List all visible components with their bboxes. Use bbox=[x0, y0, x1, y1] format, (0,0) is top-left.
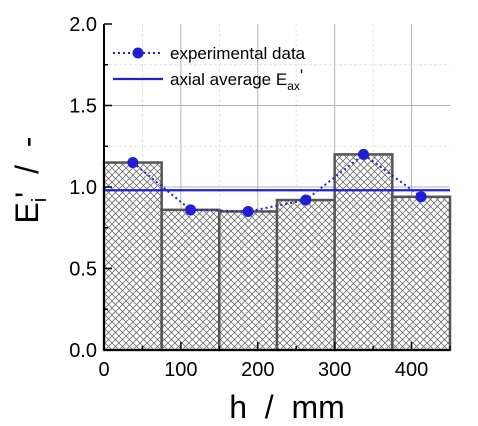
y-axis-title: Ei' / - bbox=[9, 110, 51, 268]
data-point-0 bbox=[127, 157, 139, 169]
x-tick-label: 100 bbox=[164, 359, 197, 381]
experimental-data-line bbox=[132, 153, 422, 213]
y-tick-label: 2.0 bbox=[69, 14, 97, 36]
legend: experimental data axial average Eax' bbox=[113, 44, 306, 93]
legend-average-label: axial average Eax' bbox=[170, 66, 303, 93]
y-tick-label: 0.5 bbox=[69, 259, 97, 281]
x-tick-label: 0 bbox=[98, 359, 109, 381]
data-point-1 bbox=[185, 204, 196, 216]
y-tick-label: 1.0 bbox=[69, 177, 97, 199]
y-axis-title-rest: ' / - bbox=[9, 137, 45, 198]
axes bbox=[103, 23, 451, 351]
legend-average-label-main: axial average E bbox=[170, 70, 287, 89]
legend-experimental-marker bbox=[132, 47, 144, 59]
x-tick-label: 400 bbox=[395, 359, 428, 381]
x-tick-label: 300 bbox=[318, 359, 351, 381]
y-tick-label: 1.5 bbox=[69, 96, 97, 118]
bar-1 bbox=[160, 208, 221, 352]
y-axis-title-main: E bbox=[9, 202, 45, 223]
y-tick-label: 0.0 bbox=[69, 340, 97, 362]
y-axis-title-subscript: i bbox=[29, 198, 51, 202]
data-point-5 bbox=[415, 191, 427, 203]
data-point-4 bbox=[358, 148, 369, 160]
x-tick-label: 200 bbox=[241, 359, 274, 381]
bar-3 bbox=[275, 198, 336, 352]
bar-5 bbox=[391, 195, 452, 352]
data-point-3 bbox=[300, 194, 312, 206]
bar-0 bbox=[102, 161, 163, 352]
legend-average-label-subscript: ax bbox=[287, 79, 300, 93]
bar-4 bbox=[333, 153, 394, 352]
tick-labels: 0 100 200 300 400 0.0 0.5 1.0 1.5 2.0 bbox=[69, 14, 428, 381]
legend-average-label-rest: ' bbox=[300, 66, 303, 85]
series-lines bbox=[104, 148, 450, 217]
legend-experimental-label: experimental data bbox=[170, 44, 306, 63]
x-axis-title: h / mm bbox=[229, 389, 345, 425]
bars bbox=[102, 153, 452, 352]
bar-2 bbox=[218, 210, 279, 352]
data-point-2 bbox=[242, 205, 254, 217]
